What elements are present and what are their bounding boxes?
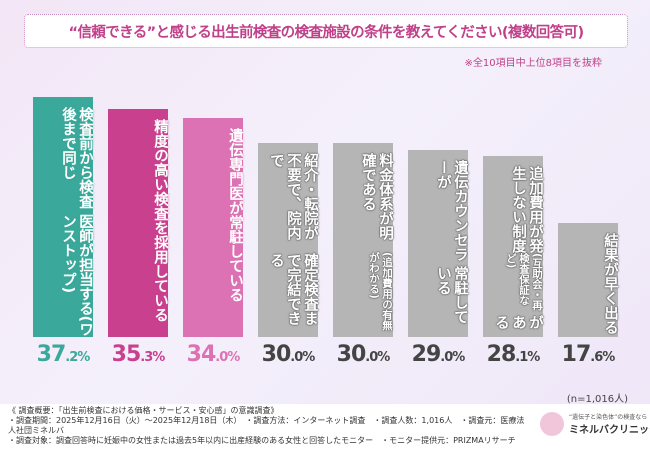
footer-line: ・調査期間：2025年12月16日（火）～2025年12月18日（木） ・調査方…: [8, 416, 525, 435]
bar-label: 結果が早く出る: [558, 233, 618, 335]
value-integer: 17: [561, 342, 592, 367]
bar: 料金体系が明確である (追加費用の有無がわかる): [333, 143, 393, 337]
bar-label-line: 料金体系が明確である: [360, 153, 393, 241]
footer-text: 《 調査概要：「出生前検査における価格・サービス・安心感」の意識調査》 ・調査期…: [8, 406, 528, 446]
bar-label: 遺伝カウンセラーが常駐している: [408, 160, 468, 337]
bar-label-line: 確定検査まで完結できる: [268, 252, 318, 326]
bar-label-line: がある: [493, 315, 543, 330]
bar-label-line: 常駐している: [435, 266, 468, 325]
bar: 遺伝カウンセラーが常駐している: [408, 149, 468, 337]
value-integer: 30: [261, 342, 292, 367]
chart-title: “信頼できる”と感じる出生前検査の検査施設の条件を教えてください(複数回答可): [24, 14, 628, 48]
value-integer: 35: [111, 342, 142, 367]
bar: 結果が早く出る: [558, 223, 618, 337]
value-decimal: .6%: [590, 350, 615, 365]
bar-label: 料金体系が明確である (追加費用の有無がわかる): [333, 153, 393, 337]
value-label: 28.1%: [478, 342, 548, 367]
bar-label-line: 医師が担当する(ワンストップ): [60, 213, 93, 337]
value-label: 35.3%: [103, 342, 173, 367]
bar-label-line: 精度の高い検査を: [152, 119, 168, 236]
value-label: 37.2%: [28, 342, 98, 367]
bar-label-line: (追加費用の有無がわかる): [368, 251, 393, 331]
bar: 遺伝専門医が常駐している: [183, 117, 243, 337]
bar-label: 遺伝専門医が常駐している: [183, 128, 243, 302]
value-label: 34.0%: [178, 342, 248, 367]
bar: 検査前から検査後まで同じ医師が担当する(ワンストップ): [33, 97, 93, 337]
value-integer: 37: [36, 342, 67, 367]
bar-label-line: 遺伝カウンセラーが: [435, 159, 468, 262]
value-decimal: .0%: [440, 350, 465, 365]
bar-label-line: 検査前から検査後まで同じ: [60, 107, 93, 209]
value-label: 30.0%: [328, 342, 398, 367]
value-decimal: .2%: [65, 350, 90, 365]
bar: 精度の高い検査を 採用している: [108, 109, 168, 337]
bar-label-line: 採用している: [152, 235, 168, 323]
clinic-logo: “遺伝子と染色体”の検査なら ミネルバクリニック: [540, 412, 650, 436]
value-integer: 30: [336, 342, 367, 367]
value-decimal: .1%: [515, 350, 540, 365]
sample-size: (n=1,016人): [566, 394, 628, 405]
bar: 紹介・転院が不要で、院内で確定検査まで完結できる: [258, 143, 318, 337]
bar-label-line: 紹介・転院が不要で、院内で: [268, 153, 318, 241]
footer-line: ・調査対象：調査回答時に妊娠中の女性または過去5年以内に出産経験のある女性と回答…: [8, 436, 516, 445]
bar: 追加費用が発生しない制度 (互助会・再検査保証など) がある: [483, 155, 543, 337]
bar-label-line: (互助会・再検査保証など): [505, 252, 543, 310]
value-label: 30.0%: [253, 342, 323, 367]
value-integer: 34: [186, 342, 217, 367]
logo-mark-icon: [540, 412, 564, 436]
value-label: 17.6%: [553, 342, 623, 367]
bar-label: 紹介・転院が不要で、院内で確定検査まで完結できる: [258, 153, 318, 337]
bar-label-line: 結果が早く出る: [602, 233, 618, 335]
bar-label: 追加費用が発生しない制度 (互助会・再検査保証など) がある: [483, 166, 543, 337]
bar-label-line: 遺伝専門医が常駐している: [227, 127, 243, 302]
value-integer: 28: [486, 342, 517, 367]
value-decimal: .0%: [215, 350, 240, 365]
bar-label: 検査前から検査後まで同じ医師が担当する(ワンストップ): [33, 107, 93, 337]
footer-line: 《 調査概要：「出生前検査における価格・サービス・安心感」の意識調査》: [8, 406, 279, 415]
bar-label-line: 追加費用が発生しない制度: [510, 165, 543, 253]
logo-name: ミネルバクリニック: [569, 425, 650, 436]
value-label: 29.0%: [403, 342, 473, 367]
value-decimal: .0%: [365, 350, 390, 365]
logo-tagline: “遺伝子と染色体”の検査なら: [569, 414, 648, 421]
bar-label: 精度の高い検査を 採用している: [108, 119, 168, 322]
value-integer: 29: [411, 342, 442, 367]
chart-note: ※全10項目中上位8項目を抜粋: [464, 58, 602, 69]
value-decimal: .3%: [140, 350, 165, 365]
value-decimal: .0%: [290, 350, 315, 365]
